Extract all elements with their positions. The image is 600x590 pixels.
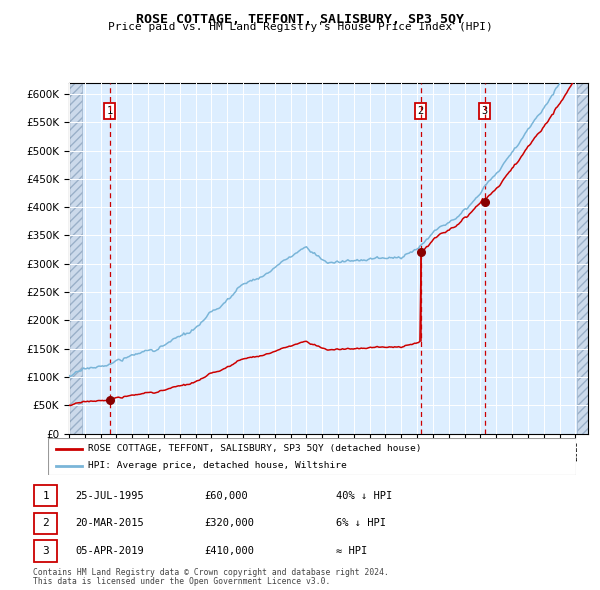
Bar: [577, 83, 588, 434]
Text: 40% ↓ HPI: 40% ↓ HPI: [336, 491, 392, 500]
Text: 1: 1: [42, 491, 49, 500]
Text: ROSE COTTAGE, TEFFONT, SALISBURY, SP3 5QY (detached house): ROSE COTTAGE, TEFFONT, SALISBURY, SP3 5Q…: [88, 444, 421, 453]
Text: ROSE COTTAGE, TEFFONT, SALISBURY, SP3 5QY: ROSE COTTAGE, TEFFONT, SALISBURY, SP3 5Q…: [136, 13, 464, 26]
Text: £410,000: £410,000: [204, 546, 254, 556]
Text: Contains HM Land Registry data © Crown copyright and database right 2024.: Contains HM Land Registry data © Crown c…: [33, 568, 389, 577]
Text: Price paid vs. HM Land Registry's House Price Index (HPI): Price paid vs. HM Land Registry's House …: [107, 22, 493, 32]
Text: £320,000: £320,000: [204, 519, 254, 528]
Text: ≈ HPI: ≈ HPI: [336, 546, 367, 556]
Text: 2: 2: [42, 519, 49, 528]
Text: 25-JUL-1995: 25-JUL-1995: [75, 491, 144, 500]
Text: £60,000: £60,000: [204, 491, 248, 500]
Text: 3: 3: [481, 106, 488, 116]
Bar: [69, 83, 82, 434]
Text: This data is licensed under the Open Government Licence v3.0.: This data is licensed under the Open Gov…: [33, 578, 331, 586]
Text: HPI: Average price, detached house, Wiltshire: HPI: Average price, detached house, Wilt…: [88, 461, 346, 470]
Text: 2: 2: [418, 106, 424, 116]
Text: 05-APR-2019: 05-APR-2019: [75, 546, 144, 556]
Text: 6% ↓ HPI: 6% ↓ HPI: [336, 519, 386, 528]
Text: 1: 1: [106, 106, 113, 116]
Text: 20-MAR-2015: 20-MAR-2015: [75, 519, 144, 528]
Text: 3: 3: [42, 546, 49, 556]
